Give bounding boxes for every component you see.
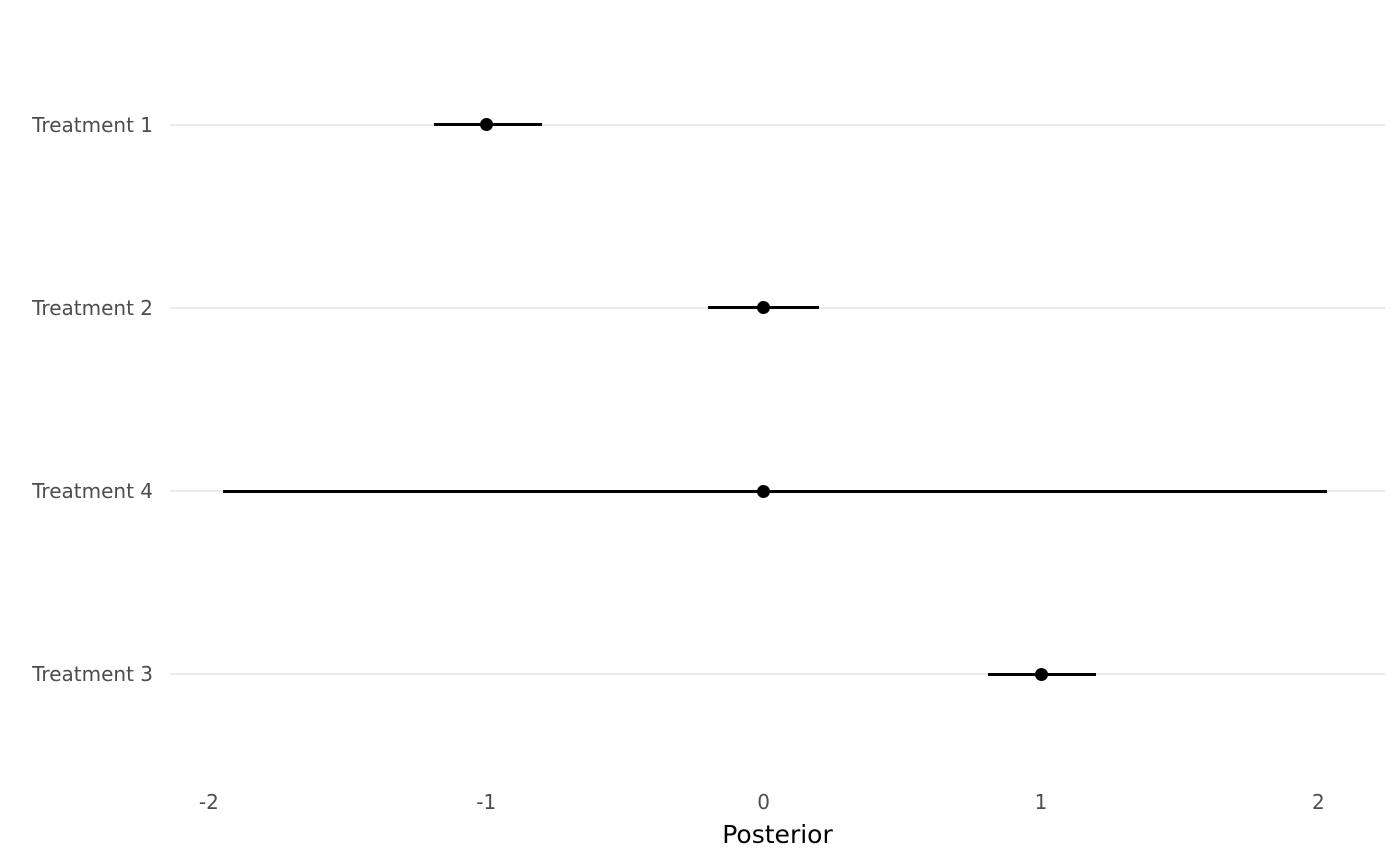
x-axis-tick-label: 1 [1034, 790, 1048, 814]
y-axis-category-label: Treatment 4 [32, 479, 153, 504]
y-axis-category-label: Treatment 3 [32, 662, 153, 687]
point-estimate-dot [479, 118, 493, 132]
credible-interval-line [222, 489, 1327, 493]
x-axis-tick-label: -2 [198, 790, 219, 814]
x-axis-tick-label: 0 [757, 790, 770, 814]
x-axis-tick-label: -1 [476, 790, 497, 814]
plot-panel [170, 15, 1385, 784]
point-estimate-dot [757, 301, 771, 315]
y-axis-category-label: Treatment 1 [32, 112, 153, 137]
point-estimate-dot [1034, 667, 1048, 681]
x-axis-tick-label: 2 [1312, 790, 1325, 814]
y-axis-category-label: Treatment 2 [32, 295, 153, 320]
major-gridline [170, 673, 1385, 676]
x-axis-title: Posterior [722, 820, 833, 849]
point-estimate-dot [757, 484, 771, 498]
major-gridline [170, 123, 1385, 126]
